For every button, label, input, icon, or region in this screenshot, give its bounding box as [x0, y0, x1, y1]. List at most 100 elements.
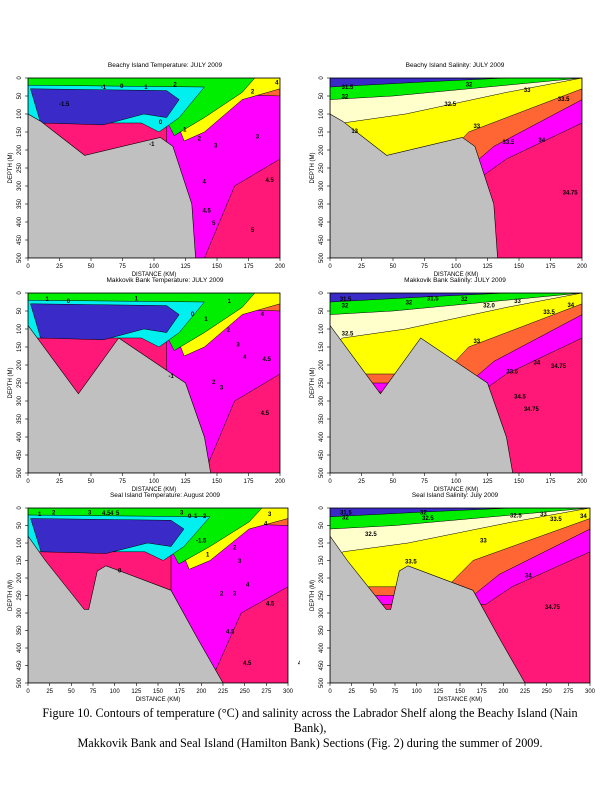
x-tick-label: 25 — [358, 479, 365, 485]
contour-label: 2 — [212, 380, 216, 386]
panel-makkovik-salinity: Makkovik Bank Salinity: JULY 2009 31.5 32… — [300, 277, 600, 497]
contour-label: 32 — [420, 511, 427, 517]
contour-label: 32.5 — [444, 102, 456, 108]
contour-label: 34.75 — [545, 605, 561, 611]
panel-seal-salinity: Seal Island Salinity: July 2009 31.5 32 32… — [300, 492, 600, 707]
x-tick-label: 125 — [131, 689, 142, 695]
y-tick-label: 300 — [17, 395, 23, 406]
x-tick-label: 175 — [243, 264, 254, 270]
contour-label: 5 — [251, 228, 255, 234]
x-tick-label: 275 — [563, 689, 574, 695]
contour-label: 33.5 — [405, 560, 417, 566]
x-axis-label: DISTANCE (KM) — [136, 697, 181, 703]
x-tick-label: 100 — [451, 264, 462, 270]
panel-beachy-temperature: Beachy Island Temperature: JULY 2009 -1.… — [0, 62, 300, 282]
contour-label: -1 — [169, 374, 175, 380]
contour-label: 32 — [342, 515, 349, 521]
contour-label: 2 — [173, 82, 177, 88]
y-tick-label: 0 — [319, 76, 325, 80]
contour-label: 4.5 — [102, 511, 111, 517]
y-tick-label: 200 — [17, 359, 23, 370]
x-tick-label: 150 — [514, 264, 525, 270]
contour-label: 4.5 — [226, 630, 235, 636]
x-tick-label: 175 — [545, 264, 556, 270]
contour-band-blue — [30, 88, 180, 126]
y-tick-label: 200 — [319, 572, 325, 583]
y-tick-label: 400 — [319, 642, 325, 653]
contour-label: 4.5 — [265, 178, 274, 184]
figure-caption: Figure 10. Contours of temperature (°C) … — [30, 706, 590, 751]
x-tick-label: 0 — [26, 264, 30, 270]
panel-beachy-salinity: Beachy Island Salinity: JULY 2009 31.5 32… — [300, 62, 600, 282]
contour-label: 3 — [268, 512, 272, 518]
contour-band-blue — [30, 303, 180, 341]
y-tick-label: 450 — [17, 449, 23, 460]
y-tick-label: 50 — [17, 522, 23, 529]
contour-label: 31.5 — [340, 511, 352, 517]
x-tick-label: 200 — [275, 264, 286, 270]
x-tick-label: 150 — [153, 689, 164, 695]
y-tick-label: 200 — [319, 359, 325, 370]
y-tick-label: 100 — [17, 323, 23, 334]
caption-line-1: Figure 10. Contours of temperature (°C) … — [42, 706, 578, 735]
panel-makkovik-temperature: Makkovik Bank Temperature: JULY 2009 1 0 1… — [0, 277, 300, 497]
contour-label: 0 — [67, 299, 71, 305]
contour-label: 0 — [120, 84, 124, 90]
y-tick-label: 350 — [17, 625, 23, 636]
x-tick-label: 75 — [119, 479, 126, 485]
contour-label: 33.5 — [506, 369, 518, 375]
y-tick-label: 500 — [17, 252, 23, 263]
y-tick-label: 200 — [17, 572, 23, 583]
x-axis-label: DISTANCE (KM) — [434, 272, 479, 278]
y-tick-label: 450 — [319, 449, 325, 460]
contour-label: 4.5 — [266, 602, 275, 608]
x-tick-label: 100 — [110, 689, 121, 695]
x-tick-label: 25 — [56, 264, 63, 270]
y-tick-label: 400 — [319, 431, 325, 442]
contour-label: 32.5 — [510, 513, 522, 519]
contour-label: 34.75 — [563, 190, 579, 196]
contour-label: 34.75 — [551, 364, 567, 370]
x-tick-label: 25 — [46, 689, 53, 695]
contour-label: 1 — [45, 297, 49, 303]
contour-label: 33 — [473, 339, 480, 345]
contour-band-blue — [330, 78, 507, 88]
contour-label: 4 — [261, 312, 265, 318]
contour-label: 5 — [116, 511, 120, 517]
y-tick-label: 500 — [17, 467, 23, 478]
contour-label: 33 — [473, 124, 480, 130]
y-tick-label: 100 — [17, 537, 23, 548]
x-tick-label: 300 — [283, 689, 294, 695]
contour-label: 34.5 — [514, 395, 526, 401]
panel-seal-temperature: Seal Island Temperature: August 2009 1 2 3… — [0, 492, 300, 707]
y-tick-label: 500 — [319, 677, 325, 688]
y-tick-label: 150 — [319, 555, 325, 566]
contour-label: 4.5 — [263, 357, 272, 363]
panel-title: Seal Island Temperature: August 2009 — [109, 492, 221, 499]
contour-label: 1 — [204, 317, 208, 323]
contour-band-blue — [330, 508, 513, 518]
contour-label: 4 — [110, 511, 114, 517]
y-tick-label: 50 — [17, 92, 23, 99]
contour-fill-group — [28, 78, 280, 258]
contour-label: 1 — [206, 553, 210, 559]
x-tick-label: 225 — [520, 689, 531, 695]
y-tick-label: 150 — [17, 555, 23, 566]
x-tick-label: 175 — [545, 479, 556, 485]
y-tick-label: 350 — [17, 413, 23, 424]
y-tick-label: 450 — [319, 660, 325, 671]
x-tick-label: 50 — [390, 479, 397, 485]
y-tick-label: 500 — [17, 677, 23, 688]
contour-label: 13 — [351, 129, 358, 135]
x-tick-label: 200 — [498, 689, 509, 695]
x-tick-label: 250 — [240, 689, 251, 695]
contour-label: 2 — [220, 592, 224, 598]
y-tick-label: 300 — [319, 607, 325, 618]
x-tick-label: 0 — [26, 479, 30, 485]
caption-line-2: Makkovik Bank and Seal Island (Hamilton … — [77, 736, 543, 750]
contour-label: 34 — [567, 303, 574, 309]
contour-label: 32 — [342, 304, 349, 310]
contour-label: 4 — [298, 661, 300, 667]
bathymetry-land — [330, 324, 514, 473]
